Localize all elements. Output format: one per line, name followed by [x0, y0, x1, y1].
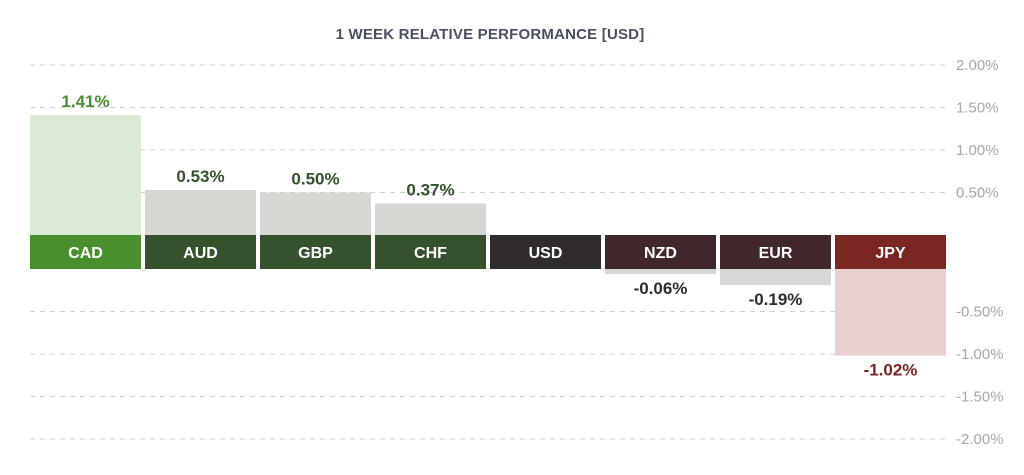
category-cell-jpy — [835, 235, 946, 269]
value-label-aud: 0.53% — [176, 167, 224, 186]
category-label-cad: CAD — [68, 245, 103, 262]
y-tick-label: 0.50% — [956, 185, 999, 202]
category-strip: CAD AUD GBP CHF USD NZD EUR JPY — [30, 235, 946, 269]
bar-cad — [30, 115, 141, 235]
bar-chf — [375, 203, 486, 235]
y-tick-label: -1.50% — [956, 389, 1004, 406]
category-label-usd: USD — [529, 245, 563, 262]
bar-nzd — [605, 269, 716, 275]
category-cell-gbp — [260, 235, 371, 269]
bar-eur — [720, 269, 831, 286]
bar-aud — [145, 189, 256, 235]
y-tick-label: 2.00% — [956, 57, 999, 74]
y-tick-label: 1.50% — [956, 100, 999, 117]
bars — [30, 115, 946, 356]
y-tick-label: 1.00% — [956, 142, 999, 159]
category-label-gbp: GBP — [298, 245, 333, 262]
value-label-cad: 1.41% — [61, 92, 109, 111]
category-label-jpy: JPY — [875, 245, 906, 262]
y-tick-label: -2.00% — [956, 431, 1004, 448]
y-axis-ticks: 2.00% 1.50% 1.00% 0.50% -0.50% -1.00% -1.50% -2… — [956, 57, 1004, 448]
category-cell-eur — [720, 235, 831, 269]
chart-title: 1 WEEK RELATIVE PERFORMANCE [USD] — [336, 26, 645, 43]
value-label-chf: 0.37% — [406, 181, 454, 200]
y-tick-label: -1.00% — [956, 346, 1004, 363]
category-cell-chf — [375, 235, 486, 269]
value-label-jpy: -1.02% — [864, 361, 918, 380]
value-label-nzd: -0.06% — [634, 279, 688, 298]
category-cell-cad — [30, 235, 141, 269]
category-cell-aud — [145, 235, 256, 269]
category-label-eur: EUR — [759, 245, 793, 262]
category-label-nzd: NZD — [644, 245, 677, 262]
value-label-gbp: 0.50% — [291, 170, 339, 189]
category-cell-usd — [490, 235, 601, 269]
category-label-aud: AUD — [183, 245, 218, 262]
y-tick-label: -0.50% — [956, 304, 1004, 321]
category-label-chf: CHF — [414, 245, 447, 262]
bar-jpy — [835, 269, 946, 356]
value-labels: 1.41% 0.53% 0.50% 0.37% -0.06% -0.19% -1.02% — [61, 92, 917, 380]
value-label-eur: -0.19% — [749, 290, 803, 309]
bar-gbp — [260, 192, 371, 235]
category-cell-nzd — [605, 235, 716, 269]
